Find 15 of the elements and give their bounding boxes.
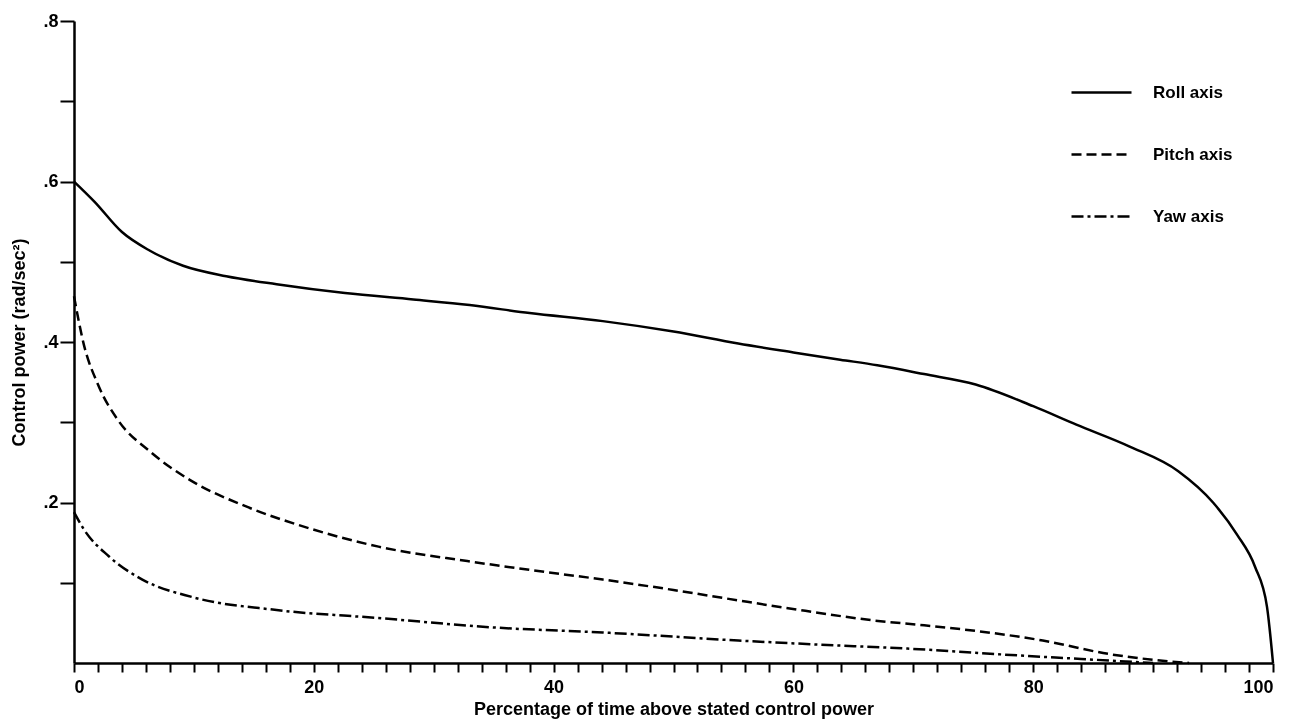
x-tick-label: 0 bbox=[74, 676, 85, 697]
x-tick-label: 40 bbox=[544, 676, 565, 697]
x-axis-title: Percentage of time above stated control power bbox=[473, 698, 875, 719]
legend-label: Roll axis bbox=[1153, 82, 1223, 102]
legend-label: Pitch axis bbox=[1153, 144, 1233, 164]
x-tick-label: 60 bbox=[783, 676, 804, 697]
x-tick-label: 100 bbox=[1243, 676, 1274, 697]
x-tick-label: 80 bbox=[1023, 676, 1044, 697]
legend-label: Yaw axis bbox=[1153, 206, 1224, 226]
y-tick-label: .4 bbox=[43, 331, 59, 352]
y-axis-title: Control power (rad/sec²) bbox=[9, 238, 30, 447]
y-tick-label: .6 bbox=[43, 171, 59, 191]
y-tick-label: .2 bbox=[43, 492, 59, 512]
y-tick-label: .8 bbox=[43, 10, 59, 31]
x-tick-label: 20 bbox=[304, 676, 325, 697]
